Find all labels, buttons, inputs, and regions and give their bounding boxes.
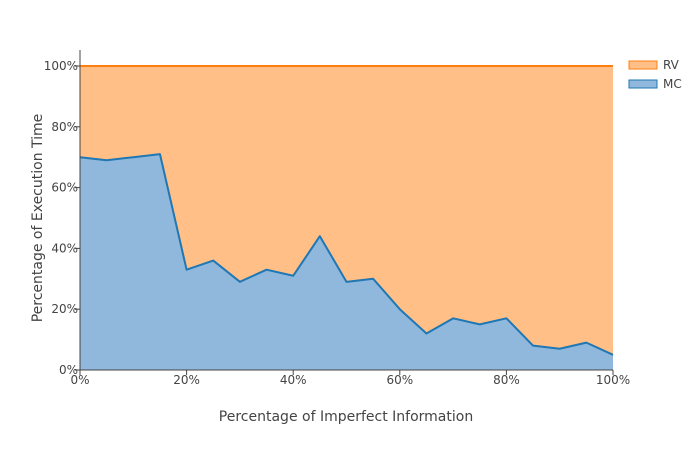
y-tick-label: 40% <box>51 241 78 255</box>
x-tick-label: 60% <box>386 373 413 387</box>
legend-swatch-rv <box>628 60 658 70</box>
y-axis-title: Percentage of Execution Time <box>30 114 46 323</box>
plot-areas <box>79 65 614 370</box>
y-tick-label: 60% <box>51 181 78 195</box>
x-tick-label: 20% <box>173 373 200 387</box>
x-tick-label: 0% <box>70 373 89 387</box>
y-tick-label: 20% <box>51 302 78 316</box>
legend: RV MC <box>628 58 682 91</box>
legend-swatch-mc <box>628 79 658 89</box>
line-mc <box>79 153 614 356</box>
y-ticks: 0% 20% 40% 60% 80% 100% <box>44 59 80 377</box>
axes <box>79 50 613 371</box>
y-tick-label: 80% <box>51 120 78 134</box>
y-tick-label: 0% <box>59 363 78 377</box>
x-ticks: 0% 20% 40% 60% 80% 100% <box>70 370 630 387</box>
x-tick-label: 40% <box>280 373 307 387</box>
x-tick-label: 100% <box>596 373 630 387</box>
area-rv <box>80 66 613 355</box>
area-mc <box>80 154 613 370</box>
y-tick-label: 100% <box>44 59 78 73</box>
x-tick-label: 80% <box>493 373 520 387</box>
x-axis-title: Percentage of Imperfect Information <box>219 409 473 425</box>
legend-label-rv: RV <box>663 58 680 72</box>
legend-label-mc: MC <box>663 77 682 91</box>
